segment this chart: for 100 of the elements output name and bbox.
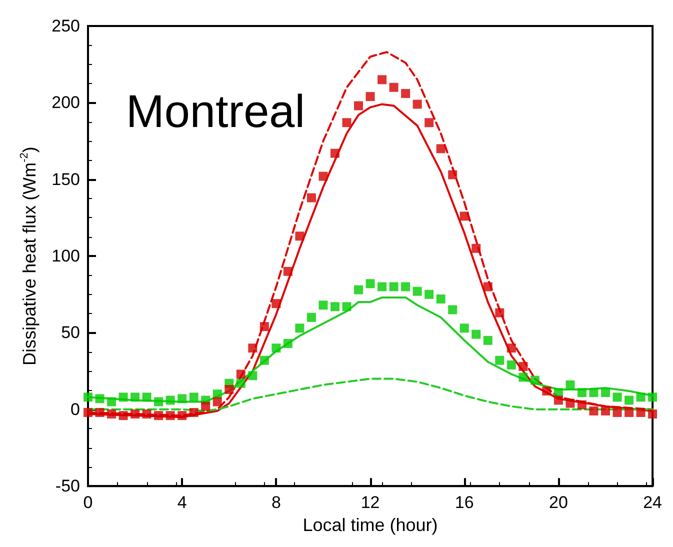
point bbox=[107, 410, 116, 419]
point bbox=[330, 302, 340, 312]
point bbox=[95, 394, 104, 404]
point bbox=[378, 282, 387, 292]
point bbox=[518, 372, 528, 382]
point bbox=[577, 388, 586, 398]
point bbox=[295, 232, 304, 241]
point bbox=[506, 344, 516, 353]
point bbox=[506, 360, 516, 370]
point bbox=[366, 92, 375, 102]
point bbox=[366, 279, 375, 288]
y-tick-label: 100 bbox=[52, 246, 80, 266]
point bbox=[612, 392, 622, 402]
point bbox=[624, 408, 634, 417]
x-tick-label: 20 bbox=[548, 493, 568, 512]
point bbox=[142, 410, 152, 419]
point bbox=[389, 82, 398, 92]
x-tick-label: 4 bbox=[177, 493, 187, 512]
point bbox=[601, 388, 610, 398]
point bbox=[189, 392, 198, 402]
point bbox=[401, 88, 410, 98]
point bbox=[460, 212, 469, 221]
point bbox=[342, 302, 352, 312]
point bbox=[354, 101, 364, 110]
x-tick-label: 8 bbox=[271, 493, 281, 512]
x-tick-label: 24 bbox=[643, 493, 662, 512]
point bbox=[130, 392, 140, 402]
x-tick-label: 16 bbox=[454, 493, 474, 512]
point bbox=[236, 370, 246, 379]
point bbox=[483, 282, 492, 292]
point bbox=[378, 75, 387, 84]
x-tick-label: 12 bbox=[360, 493, 380, 512]
point bbox=[248, 344, 258, 353]
y-tick-label: 50 bbox=[61, 323, 80, 342]
point bbox=[130, 410, 140, 419]
point bbox=[648, 392, 658, 402]
point bbox=[154, 397, 164, 406]
point bbox=[178, 411, 187, 420]
point bbox=[424, 118, 434, 128]
point bbox=[636, 392, 646, 402]
point bbox=[212, 397, 222, 406]
point bbox=[295, 324, 304, 333]
point bbox=[95, 408, 104, 417]
y-axis-title: Dissipative heat flux (Wm-2) bbox=[18, 146, 40, 366]
point bbox=[554, 396, 563, 405]
point bbox=[330, 148, 340, 158]
point bbox=[306, 312, 316, 322]
point bbox=[601, 406, 610, 416]
point bbox=[354, 285, 364, 294]
point bbox=[389, 282, 398, 292]
point bbox=[624, 396, 634, 405]
point bbox=[436, 294, 446, 304]
point bbox=[577, 400, 586, 410]
y-tick-label: -50 bbox=[55, 476, 80, 496]
y-tick-label: 250 bbox=[52, 16, 80, 36]
point bbox=[483, 336, 492, 345]
point bbox=[154, 411, 164, 420]
point bbox=[306, 193, 316, 202]
point bbox=[283, 266, 292, 276]
point bbox=[118, 411, 128, 420]
point bbox=[224, 384, 234, 394]
x-axis-title: Local time (hour) bbox=[302, 515, 438, 535]
point bbox=[166, 396, 175, 405]
x-tick-label: 0 bbox=[83, 493, 93, 512]
point bbox=[107, 397, 116, 406]
point bbox=[589, 406, 598, 416]
point bbox=[448, 170, 458, 180]
y-tick-label: 0 bbox=[70, 400, 80, 419]
point bbox=[460, 324, 469, 333]
point bbox=[566, 380, 575, 390]
point bbox=[236, 378, 246, 388]
point bbox=[518, 362, 528, 371]
point bbox=[412, 286, 422, 296]
point bbox=[589, 388, 598, 398]
point bbox=[472, 330, 481, 339]
point bbox=[272, 344, 281, 353]
point bbox=[248, 371, 258, 380]
point bbox=[260, 356, 269, 365]
point bbox=[318, 172, 328, 181]
point bbox=[636, 408, 646, 417]
point bbox=[495, 356, 504, 365]
annotation: Montreal bbox=[126, 85, 305, 137]
point bbox=[448, 305, 458, 314]
point bbox=[118, 392, 128, 402]
point bbox=[272, 299, 281, 308]
point bbox=[436, 144, 446, 154]
point bbox=[342, 118, 352, 128]
point bbox=[283, 338, 292, 348]
point bbox=[201, 402, 210, 411]
point bbox=[166, 411, 175, 420]
point bbox=[142, 392, 152, 402]
point bbox=[401, 282, 410, 292]
point bbox=[412, 100, 422, 109]
y-tick-label: 200 bbox=[52, 93, 80, 112]
point bbox=[542, 386, 552, 396]
point bbox=[178, 394, 187, 404]
point bbox=[495, 308, 504, 318]
y-tick-label: 150 bbox=[52, 170, 80, 189]
point bbox=[84, 408, 92, 417]
point bbox=[648, 410, 658, 419]
